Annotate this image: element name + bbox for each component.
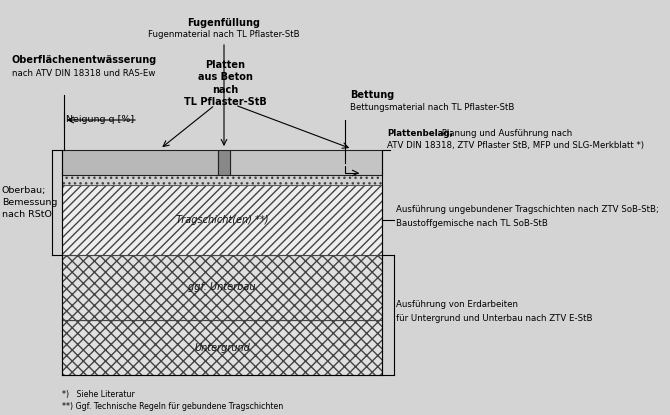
Text: Neigung q [%]: Neigung q [%] <box>66 115 134 124</box>
Text: Fugenmaterial nach TL Pflaster-StB: Fugenmaterial nach TL Pflaster-StB <box>148 30 299 39</box>
Bar <box>62 185 382 255</box>
Text: Bettungsmaterial nach TL Pflaster-StB: Bettungsmaterial nach TL Pflaster-StB <box>350 103 515 112</box>
Bar <box>230 150 382 175</box>
Text: *)   Siehe Literatur: *) Siehe Literatur <box>62 390 135 399</box>
Text: Plattenbelag;: Plattenbelag; <box>387 129 453 138</box>
Text: Ausführung von Erdarbeiten: Ausführung von Erdarbeiten <box>396 300 518 309</box>
Text: nach ATV DIN 18318 und RAS-Ew: nach ATV DIN 18318 und RAS-Ew <box>12 69 155 78</box>
Text: Tragschicht(en) **): Tragschicht(en) **) <box>176 215 268 225</box>
Text: Platten
aus Beton
nach
TL Pflaster-StB: Platten aus Beton nach TL Pflaster-StB <box>184 60 267 107</box>
Text: Planung und Ausführung nach: Planung und Ausführung nach <box>439 129 572 138</box>
Text: Fugenfüllung: Fugenfüllung <box>188 18 261 28</box>
Text: ATV DIN 18318, ZTV Pflaster StB, MFP und SLG-Merkblatt *): ATV DIN 18318, ZTV Pflaster StB, MFP und… <box>387 141 644 150</box>
Bar <box>62 320 382 375</box>
Text: Oberflächenentwässerung: Oberflächenentwässerung <box>12 55 157 65</box>
Text: Untergrund: Untergrund <box>194 342 250 352</box>
Bar <box>62 175 382 185</box>
Text: **) Ggf. Technische Regeln für gebundene Tragschichten: **) Ggf. Technische Regeln für gebundene… <box>62 402 283 411</box>
Text: Oberbau;
Bemessung
nach RStO: Oberbau; Bemessung nach RStO <box>2 186 58 219</box>
Text: Baustoffgemische nach TL SoB-StB: Baustoffgemische nach TL SoB-StB <box>396 219 548 228</box>
Bar <box>62 150 218 175</box>
Text: ggf. Unterbau: ggf. Unterbau <box>188 283 256 293</box>
Text: für Untergrund und Unterbau nach ZTV E-StB: für Untergrund und Unterbau nach ZTV E-S… <box>396 314 592 323</box>
Bar <box>62 255 382 320</box>
Text: Bettung: Bettung <box>350 90 394 100</box>
Text: Ausführung ungebundener Tragschichten nach ZTV SoB-StB;: Ausführung ungebundener Tragschichten na… <box>396 205 659 214</box>
Bar <box>218 150 230 175</box>
